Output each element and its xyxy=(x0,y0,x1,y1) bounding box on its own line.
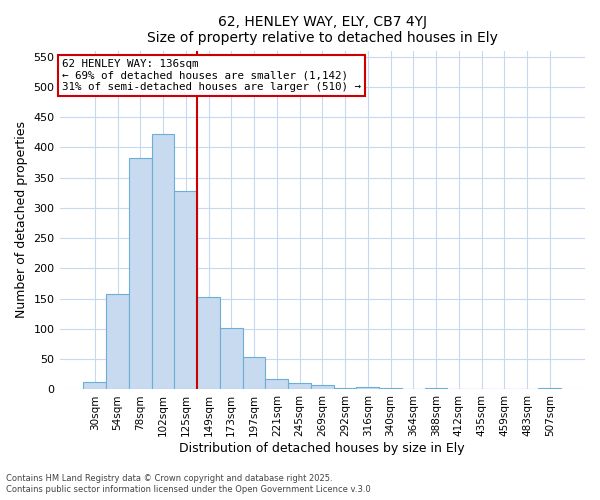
Bar xyxy=(265,378,288,390)
Bar xyxy=(288,383,311,390)
Text: 62 HENLEY WAY: 136sqm
← 69% of detached houses are smaller (1,142)
31% of semi-d: 62 HENLEY WAY: 136sqm ← 69% of detached … xyxy=(62,59,361,92)
Text: Contains HM Land Registry data © Crown copyright and database right 2025.: Contains HM Land Registry data © Crown c… xyxy=(6,474,332,483)
Bar xyxy=(106,294,129,390)
Bar xyxy=(152,134,175,390)
Y-axis label: Number of detached properties: Number of detached properties xyxy=(15,122,28,318)
Bar xyxy=(356,387,379,390)
Text: Contains public sector information licensed under the Open Government Licence v.: Contains public sector information licen… xyxy=(6,486,371,494)
Bar xyxy=(83,382,106,390)
Bar xyxy=(220,328,242,390)
Bar xyxy=(197,297,220,390)
Bar xyxy=(175,191,197,390)
X-axis label: Distribution of detached houses by size in Ely: Distribution of detached houses by size … xyxy=(179,442,465,455)
Bar xyxy=(402,389,425,390)
Bar xyxy=(470,389,493,390)
Bar xyxy=(425,388,448,390)
Bar xyxy=(379,388,402,390)
Bar xyxy=(311,384,334,390)
Bar xyxy=(448,389,470,390)
Bar xyxy=(129,158,152,390)
Bar xyxy=(515,389,538,390)
Bar xyxy=(538,388,561,390)
Title: 62, HENLEY WAY, ELY, CB7 4YJ
Size of property relative to detached houses in Ely: 62, HENLEY WAY, ELY, CB7 4YJ Size of pro… xyxy=(147,15,498,45)
Bar xyxy=(334,388,356,390)
Bar xyxy=(242,357,265,390)
